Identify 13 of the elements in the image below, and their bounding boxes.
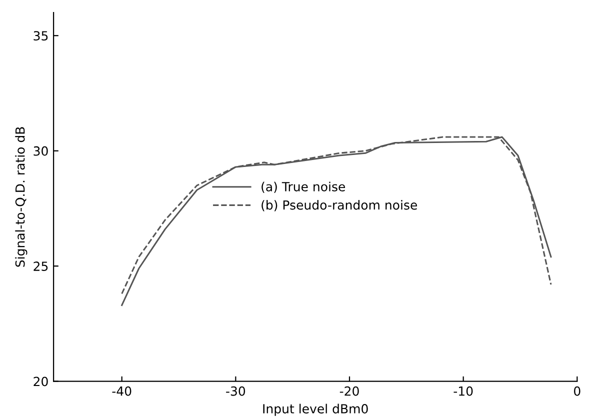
y-tick-label: 30 xyxy=(34,146,48,156)
legend-label: (b) Pseudo-random noise xyxy=(262,200,417,212)
legend-label: (a) True noise xyxy=(262,182,346,193)
x-tick-label: -20 xyxy=(340,386,359,396)
y-tick-label: 20 xyxy=(34,376,48,386)
x-tick-label: -30 xyxy=(226,386,246,396)
x-axis-title: Input level dBm0 xyxy=(263,404,368,416)
y-tick-label: 25 xyxy=(34,262,48,271)
x-tick-label: -10 xyxy=(454,386,473,396)
x-tick-label: -40 xyxy=(112,386,132,396)
x-tick-label: 0 xyxy=(574,386,580,396)
y-tick-label: 35 xyxy=(34,31,48,41)
y-axis-title: Signal-to-Q.D. ratio dB xyxy=(15,127,28,267)
